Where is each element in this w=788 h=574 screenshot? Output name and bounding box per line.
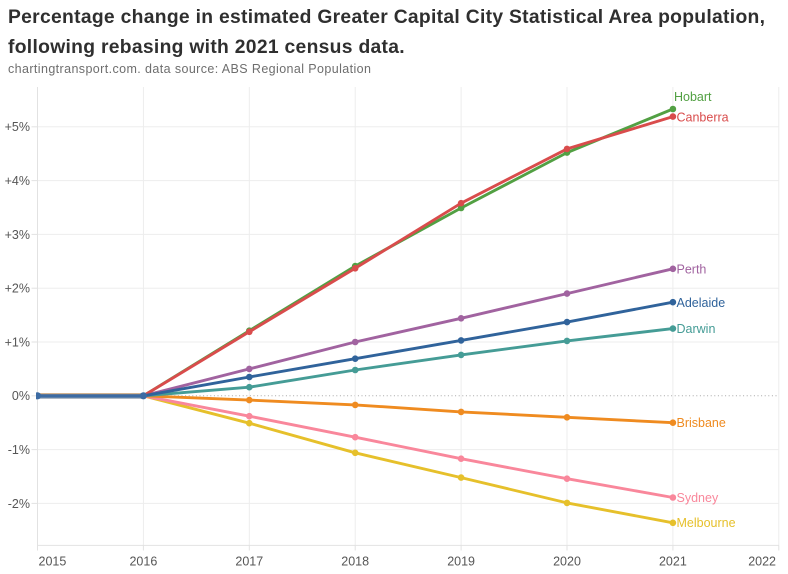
svg-text:0%: 0%: [12, 389, 30, 403]
svg-text:2019: 2019: [447, 555, 475, 569]
svg-text:+5%: +5%: [5, 120, 30, 134]
svg-text:2015: 2015: [39, 555, 67, 569]
svg-text:2022: 2022: [748, 555, 776, 569]
svg-text:+3%: +3%: [5, 228, 30, 242]
svg-text:2016: 2016: [129, 555, 157, 569]
svg-text:Darwin: Darwin: [677, 322, 716, 336]
svg-text:Perth: Perth: [677, 263, 707, 277]
svg-text:2017: 2017: [235, 555, 263, 569]
svg-text:+4%: +4%: [5, 174, 30, 188]
svg-text:+1%: +1%: [5, 335, 30, 349]
svg-text:+2%: +2%: [5, 282, 30, 296]
svg-text:-1%: -1%: [8, 443, 30, 457]
svg-text:Brisbane: Brisbane: [677, 416, 726, 430]
svg-text:Sydney: Sydney: [677, 491, 719, 505]
svg-text:-2%: -2%: [8, 497, 30, 511]
svg-text:Adelaide: Adelaide: [677, 296, 726, 310]
svg-text:Hobart: Hobart: [674, 90, 712, 104]
svg-text:Canberra: Canberra: [677, 111, 729, 125]
svg-text:2020: 2020: [553, 555, 581, 569]
svg-text:2018: 2018: [341, 555, 369, 569]
svg-text:2021: 2021: [659, 555, 687, 569]
svg-text:Melbourne: Melbourne: [677, 516, 736, 530]
